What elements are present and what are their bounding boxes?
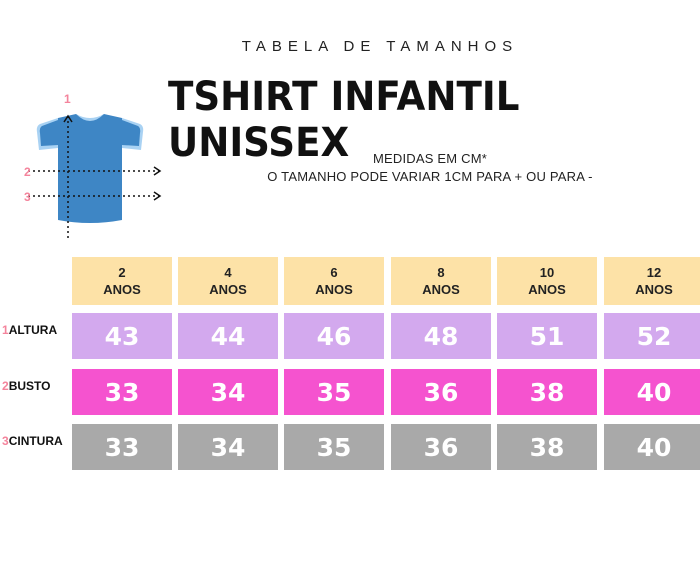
row-name: CINTURA	[8, 434, 63, 448]
measurement-cell: 52	[604, 313, 700, 359]
measurement-cell: 33	[72, 424, 172, 470]
size-header-10: 10 ANOS	[497, 257, 597, 305]
size-number: 6	[330, 265, 338, 280]
row-name: BUSTO	[8, 379, 51, 393]
measurement-cell: 35	[284, 369, 384, 415]
page-subtitle: TABELA DE TAMANHOS	[241, 38, 519, 55]
size-unit: ANOS	[103, 282, 141, 297]
marker-1: 1	[64, 92, 71, 106]
size-header-8: 8 ANOS	[391, 257, 491, 305]
page-title: TSHIRT INFANTIL UNISSEX	[168, 74, 520, 166]
measurement-cell: 51	[497, 313, 597, 359]
measurement-cell: 43	[72, 313, 172, 359]
size-unit: ANOS	[315, 282, 353, 297]
marker-2: 2	[24, 165, 31, 179]
measurement-cell: 46	[284, 313, 384, 359]
size-number: 10	[539, 265, 555, 280]
size-unit: ANOS	[635, 282, 673, 297]
measurement-cell: 48	[391, 313, 491, 359]
measurement-cell: 33	[72, 369, 172, 415]
size-header-12: 12 ANOS	[604, 257, 700, 305]
size-number: 2	[118, 265, 126, 280]
measurement-cell: 44	[178, 313, 278, 359]
measurement-cell: 36	[391, 424, 491, 470]
size-header-4: 4 ANOS	[178, 257, 278, 305]
row-label-busto: 2BUSTO	[2, 379, 50, 393]
size-unit: ANOS	[528, 282, 566, 297]
size-unit: ANOS	[209, 282, 247, 297]
measurement-cell: 40	[604, 424, 700, 470]
row-number: 3	[2, 434, 9, 448]
row-label-cintura: 3CINTURA	[2, 434, 63, 448]
row-number: 1	[2, 323, 9, 337]
measurement-cell: 40	[604, 369, 700, 415]
measurement-cell: 36	[391, 369, 491, 415]
row-label-altura: 1ALTURA	[2, 323, 57, 337]
marker-3: 3	[24, 190, 31, 204]
measurement-cell: 34	[178, 369, 278, 415]
note-units: MEDIDAS EM CM*	[372, 151, 488, 166]
measurement-cell: 38	[497, 424, 597, 470]
shirt-collar	[76, 114, 104, 121]
tshirt-diagram: 1 2 3	[24, 92, 162, 240]
measurement-notes: MEDIDAS EM CM* O TAMANHO PODE VARIAR 1CM…	[230, 150, 630, 186]
size-number: 4	[224, 265, 232, 280]
measurement-cell: 35	[284, 424, 384, 470]
row-number: 2	[2, 379, 9, 393]
measurement-cell: 34	[178, 424, 278, 470]
size-header-6: 6 ANOS	[284, 257, 384, 305]
size-header-2: 2 ANOS	[72, 257, 172, 305]
size-unit: ANOS	[422, 282, 460, 297]
size-number: 8	[437, 265, 445, 280]
row-name: ALTURA	[8, 323, 58, 337]
note-variation: O TAMANHO PODE VARIAR 1CM PARA + OU PARA…	[267, 169, 593, 184]
size-number: 12	[646, 265, 662, 280]
measurement-cell: 38	[497, 369, 597, 415]
